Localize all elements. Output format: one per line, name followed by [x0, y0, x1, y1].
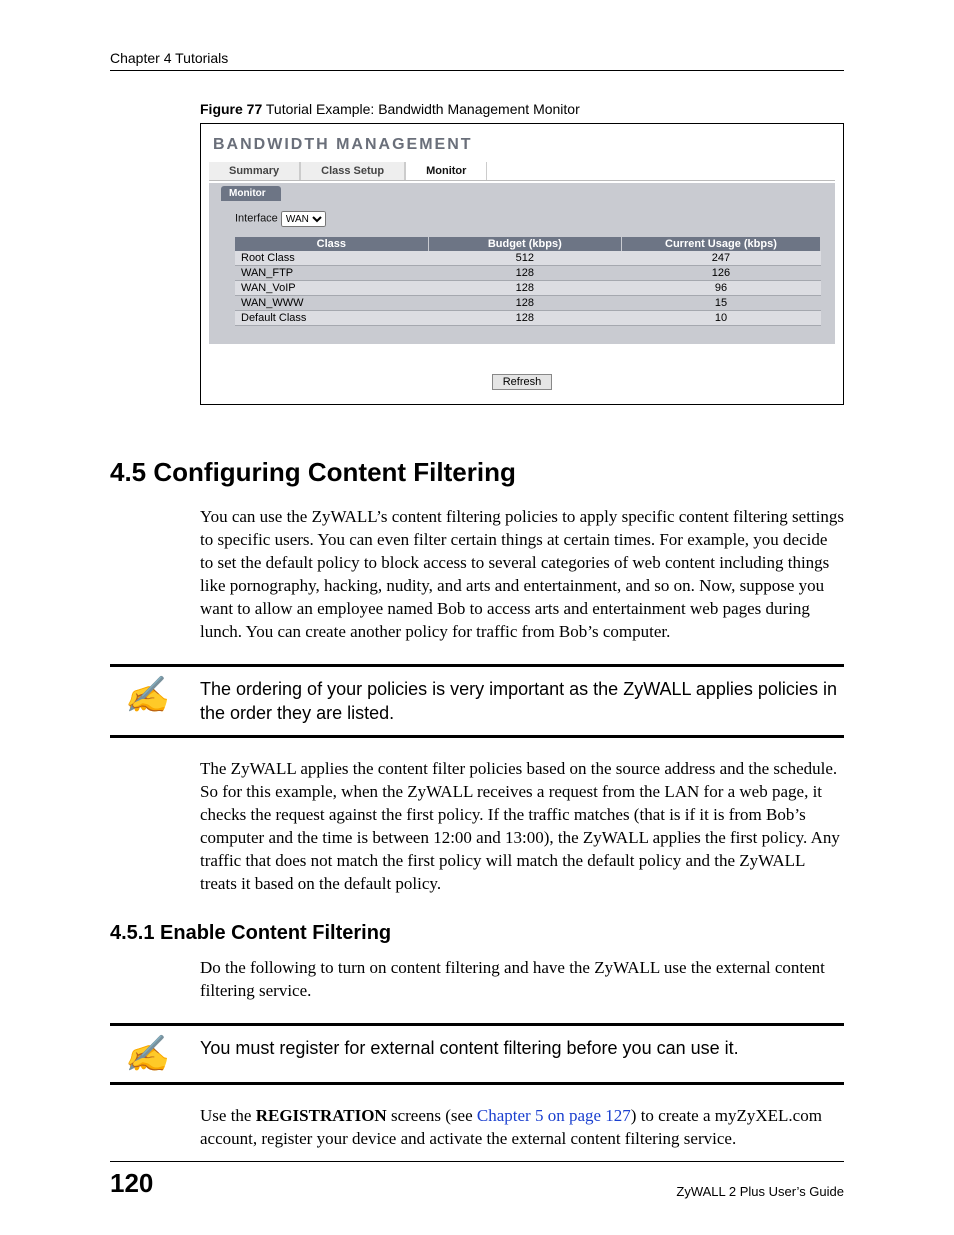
page-footer: 120 ZyWALL 2 Plus User’s Guide — [110, 1161, 844, 1199]
heading-45: 4.5 Configuring Content Filtering — [110, 457, 844, 488]
refresh-button[interactable]: Refresh — [492, 374, 553, 390]
figure-label-bold: Figure 77 — [200, 101, 262, 117]
para-451-2-bold: REGISTRATION — [256, 1106, 387, 1125]
tab-row: Summary Class Setup Monitor — [209, 162, 835, 181]
cell-usage: 10 — [621, 311, 820, 326]
para-451-2-pre: Use the — [200, 1106, 256, 1125]
col-class: Class — [235, 237, 428, 251]
chapter-label: Chapter 4 Tutorials — [110, 50, 228, 66]
figure-label-rest: Tutorial Example: Bandwidth Management M… — [262, 101, 580, 117]
interface-row: Interface WAN — [235, 211, 821, 227]
tab-monitor[interactable]: Monitor — [405, 162, 487, 180]
cell-usage: 126 — [621, 266, 820, 281]
cell-budget: 512 — [428, 251, 621, 266]
cell-class: Root Class — [235, 251, 428, 266]
footer-guide-title: ZyWALL 2 Plus User’s Guide — [676, 1184, 844, 1199]
table-row: WAN_FTP 128 126 — [235, 266, 821, 281]
para-45-2: The ZyWALL applies the content filter po… — [200, 758, 844, 896]
cell-usage: 96 — [621, 281, 820, 296]
para-45-1: You can use the ZyWALL’s content filteri… — [200, 506, 844, 644]
para-451-1: Do the following to turn on content filt… — [200, 957, 844, 1003]
cell-class: Default Class — [235, 311, 428, 326]
screenshot-title: BANDWIDTH MANAGEMENT — [209, 132, 835, 162]
note-text-2: You must register for external content f… — [180, 1036, 739, 1060]
note-icon: ✍ — [110, 1036, 180, 1072]
col-usage: Current Usage (kbps) — [621, 237, 820, 251]
para-451-2: Use the REGISTRATION screens (see Chapte… — [200, 1105, 844, 1151]
page-number: 120 — [110, 1168, 153, 1199]
monitor-panel: Monitor Interface WAN Class Budget (kbps… — [209, 183, 835, 344]
cell-budget: 128 — [428, 296, 621, 311]
bandwidth-table: Class Budget (kbps) Current Usage (kbps)… — [235, 237, 821, 326]
para-451-2-mid: screens (see — [387, 1106, 477, 1125]
screenshot-bandwidth-monitor: BANDWIDTH MANAGEMENT Summary Class Setup… — [200, 123, 844, 405]
note-block-1: ✍ The ordering of your policies is very … — [110, 664, 844, 739]
cell-budget: 128 — [428, 281, 621, 296]
tab-class-setup[interactable]: Class Setup — [300, 162, 405, 180]
table-row: WAN_WWW 128 15 — [235, 296, 821, 311]
cell-class: WAN_FTP — [235, 266, 428, 281]
note-text-1: The ordering of your policies is very im… — [180, 677, 844, 726]
cell-budget: 128 — [428, 266, 621, 281]
cell-usage: 247 — [621, 251, 820, 266]
col-budget: Budget (kbps) — [428, 237, 621, 251]
cell-budget: 128 — [428, 311, 621, 326]
interface-label: Interface — [235, 213, 278, 225]
panel-header-label: Monitor — [221, 186, 281, 201]
table-row: WAN_VoIP 128 96 — [235, 281, 821, 296]
table-row: Root Class 512 247 — [235, 251, 821, 266]
cell-class: WAN_WWW — [235, 296, 428, 311]
tab-summary[interactable]: Summary — [209, 162, 300, 180]
heading-451: 4.5.1 Enable Content Filtering — [110, 922, 844, 945]
note-block-2: ✍ You must register for external content… — [110, 1023, 844, 1085]
table-row: Default Class 128 10 — [235, 311, 821, 326]
note-icon: ✍ — [110, 677, 180, 713]
page-header: Chapter 4 Tutorials — [110, 50, 844, 71]
cell-class: WAN_VoIP — [235, 281, 428, 296]
cell-usage: 15 — [621, 296, 820, 311]
para-451-2-link[interactable]: Chapter 5 on page 127 — [477, 1106, 631, 1125]
interface-select[interactable]: WAN — [281, 211, 326, 227]
figure-caption: Figure 77 Tutorial Example: Bandwidth Ma… — [200, 101, 844, 117]
